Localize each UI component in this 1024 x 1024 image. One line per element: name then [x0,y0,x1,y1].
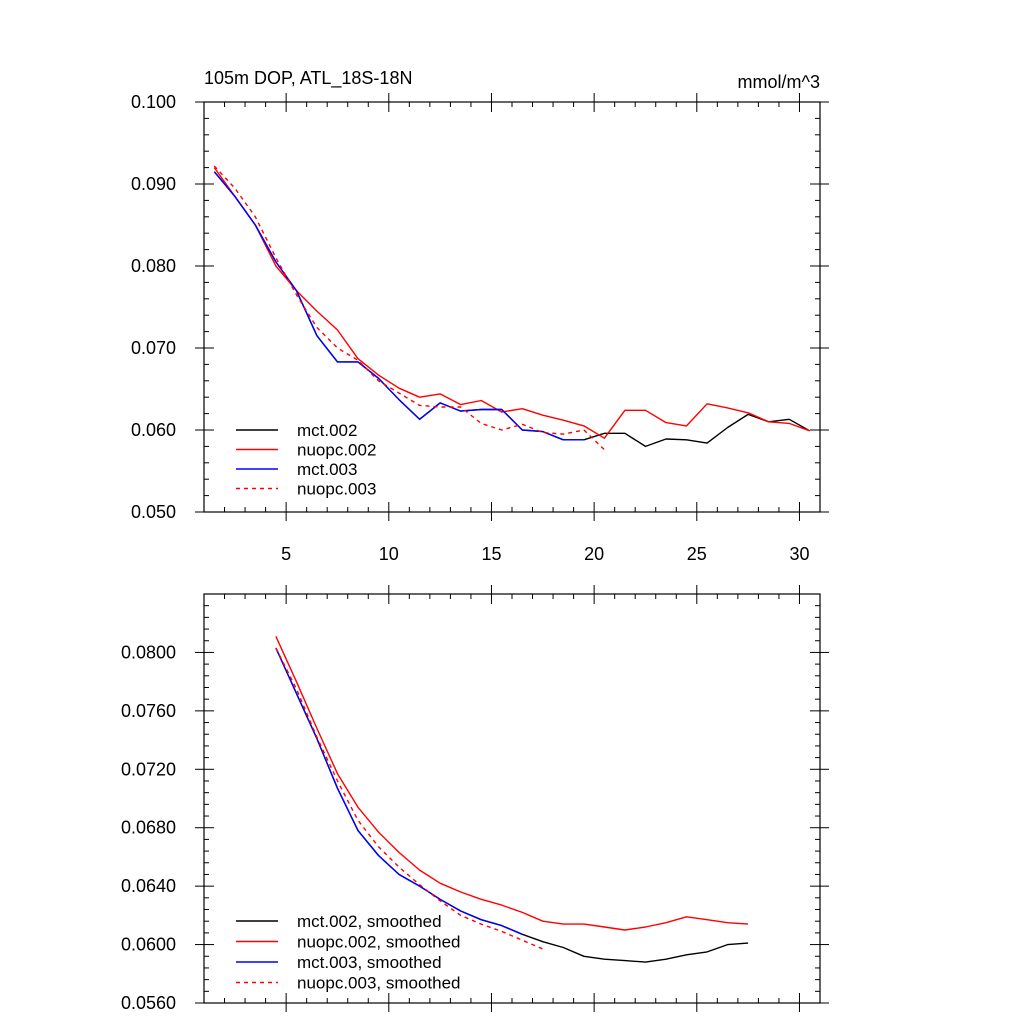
legend-label: mct.002 [297,421,357,440]
legend-label: nuopc.002 [297,441,376,460]
series-line [275,647,544,950]
y-tick-label: 0.0680 [121,818,176,838]
legend-label: nuopc.003 [297,480,376,499]
x-tick-label: 25 [687,544,707,564]
y-tick-label: 0.0600 [121,935,176,955]
y-tick-label: 0.0760 [121,701,176,721]
legend-label: mct.003 [297,460,357,479]
y-tick-label: 0.0560 [121,993,176,1013]
series-line [213,171,811,448]
y-tick-label: 0.080 [131,256,176,276]
legend-label: nuopc.002, smoothed [297,933,461,952]
y-tick-label: 0.070 [131,338,176,358]
series-line [275,647,523,935]
series-line [213,167,810,439]
bottom-panel: 0.0560 0.0600 0.0640 0.0680 0.0720 0.0760 0.08… [121,585,829,1013]
y-tick-label: 0.050 [131,502,176,522]
x-tick-label: 10 [379,544,399,564]
x-tick-label: 20 [584,544,604,564]
y-tick-label: 0.0640 [121,876,176,896]
y-tick-label: 0.0800 [121,642,176,662]
legend-label: mct.002, smoothed [297,912,442,931]
y-tick-label: 0.100 [131,92,176,112]
y-tick-label: 0.090 [131,174,176,194]
x-tick-label: 15 [481,544,501,564]
legend-label: mct.003, smoothed [297,953,442,972]
x-tick-label: 30 [789,544,809,564]
series-line [275,636,749,931]
y-tick-label: 0.060 [131,420,176,440]
top-panel: 105m DOP, ATL_18S-18N mmol/m^3 5 10 15 20 25… [131,68,829,564]
legend-label: nuopc.003, smoothed [297,974,461,993]
series-line [213,165,605,451]
y-tick-label: 0.0720 [121,759,176,779]
units-label: mmol/m^3 [738,72,820,92]
series-line [213,171,584,441]
chart-title: 105m DOP, ATL_18S-18N [204,68,412,89]
x-tick-label: 5 [281,544,291,564]
